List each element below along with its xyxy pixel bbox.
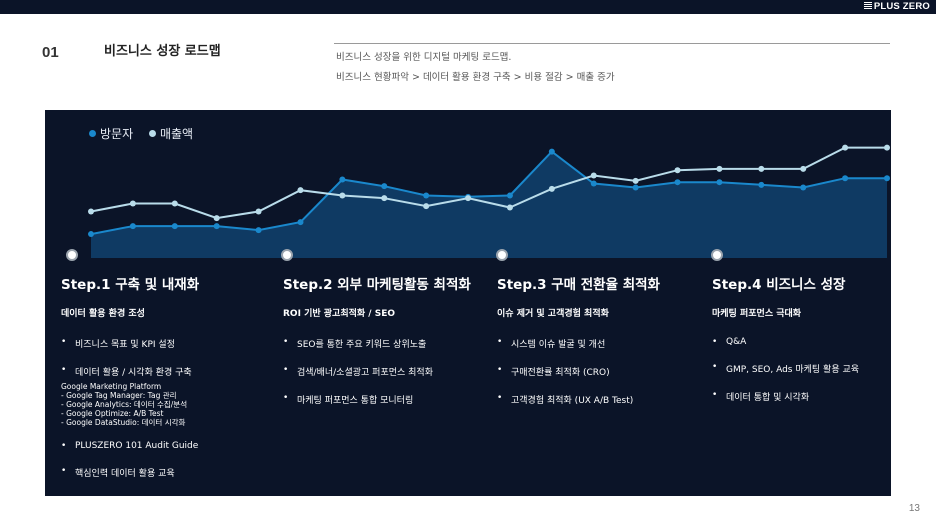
step-2: Step.2 외부 마케팅활동 최적화 ROI 기반 광고최적화 / SEO S… xyxy=(283,273,493,421)
legend-sales: 매출액 xyxy=(148,127,193,141)
visitors-point xyxy=(548,148,555,155)
step-marker xyxy=(281,249,293,261)
detail-line: - Google DataStudio: 데이터 시각화 xyxy=(61,418,186,427)
visitors-series-line xyxy=(90,150,887,236)
detail-line: Google Marketing Platform xyxy=(61,382,162,391)
visitors-point xyxy=(590,180,597,187)
list-item: GMP, SEO, Ads 마케팅 활용 교육 xyxy=(712,362,922,375)
list-item: 고객경험 최적화 (UX A/B Test) xyxy=(497,393,707,406)
step-title: Step.4 비즈니스 성장 xyxy=(712,277,846,293)
detail-line: - Google Analytics: 데이터 수집/분석 xyxy=(61,400,188,409)
step-marker xyxy=(66,249,78,261)
sales-dot-icon xyxy=(148,130,156,137)
sales-point xyxy=(632,177,639,184)
sales-point xyxy=(423,203,430,210)
list-item: 시스템 이슈 발굴 및 개선 xyxy=(497,337,707,350)
sales-point xyxy=(716,165,723,172)
sales-point xyxy=(129,200,136,207)
page-number: 13 xyxy=(908,503,920,514)
visitors-point xyxy=(88,231,94,238)
visitors-area xyxy=(91,151,887,258)
step-items: 비즈니스 목표 및 KPI 설정 데이터 활용 / 시각화 환경 구축 Goog… xyxy=(61,337,271,479)
list-item: 핵심인력 데이터 활용 교육 xyxy=(61,466,271,479)
sales-point xyxy=(339,192,346,199)
sales-point xyxy=(758,165,765,172)
step-title: Step.1 구축 및 내재화 xyxy=(61,277,200,293)
sales-point xyxy=(88,208,94,215)
step-items: 시스템 이슈 발굴 및 개선 구매전환률 최적화 (CRO) 고객경험 최적화 … xyxy=(497,337,707,406)
visitors-point xyxy=(213,223,220,230)
roadmap-panel: 방문자 매출액 Step.1 구축 및 내재화 데이터 활용 환경 조성 비즈니… xyxy=(45,110,891,496)
list-item-detail: Google Marketing Platform - Google Tag M… xyxy=(61,382,271,427)
roadmap-flow: 비즈니스 현황파악 > 데이터 활용 환경 구축 > 비용 절감 > 매출 증가 xyxy=(336,72,615,83)
list-item: PLUSZERO 101 Audit Guide xyxy=(61,441,271,451)
visitors-point xyxy=(884,175,890,182)
list-item: 데이터 통합 및 시각화 xyxy=(712,390,922,403)
legend-visitors: 방문자 xyxy=(89,127,133,141)
list-item: 데이터 활용 / 시각화 환경 구축 xyxy=(61,365,271,378)
visitors-point xyxy=(423,192,430,199)
visitors-point xyxy=(171,223,178,230)
step-title: Step.2 외부 마케팅활동 최적화 xyxy=(283,277,471,293)
visitors-point xyxy=(800,184,807,191)
list-item: 구매전환률 최적화 (CRO) xyxy=(497,365,707,378)
sales-point xyxy=(297,187,304,194)
visitors-point xyxy=(506,192,513,199)
list-item: SEO를 통한 주요 키워드 상위노출 xyxy=(283,337,493,350)
logo-mark-icon xyxy=(863,2,872,10)
chart-legend: 방문자 매출액 xyxy=(89,125,205,142)
visitors-point xyxy=(381,183,388,190)
visitors-point xyxy=(297,219,304,226)
visitors-point xyxy=(842,175,849,182)
sales-point xyxy=(800,165,807,172)
visitors-point xyxy=(674,179,681,186)
step-subtitle: 이슈 제거 및 고객경험 최적화 xyxy=(497,309,609,319)
section-title: 비즈니스 성장 로드맵 xyxy=(104,44,221,59)
sales-series-line xyxy=(90,146,887,220)
step-marker xyxy=(496,249,508,261)
visitors-point xyxy=(255,227,262,234)
section-number: 01 xyxy=(42,44,59,61)
sales-point xyxy=(590,172,597,179)
visitors-dot-icon xyxy=(89,130,96,137)
list-item: 마케팅 퍼포먼스 통합 모니터링 xyxy=(283,393,493,406)
list-item: 검색/배너/소셜광고 퍼포먼스 최적화 xyxy=(283,365,493,378)
section-description: 비즈니스 성장을 위한 디지털 마케팅 로드맵. xyxy=(336,52,512,63)
top-bar: PLUS ZERO xyxy=(0,0,936,14)
visitors-point xyxy=(758,181,765,188)
step-1: Step.1 구축 및 내재화 데이터 활용 환경 조성 비즈니스 목표 및 K… xyxy=(61,273,271,494)
sales-point xyxy=(171,200,178,207)
step-subtitle: 마케팅 퍼포먼스 극대화 xyxy=(712,309,802,319)
list-item: Q&A xyxy=(712,337,922,347)
visitors-point xyxy=(632,184,639,191)
divider xyxy=(334,43,890,44)
sales-point xyxy=(465,195,472,202)
visitors-point xyxy=(339,176,346,183)
detail-line: - Google Tag Manager: Tag 관리 xyxy=(61,391,177,400)
sales-point xyxy=(381,195,388,202)
step-marker xyxy=(711,249,723,261)
step-items: SEO를 통한 주요 키워드 상위노출 검색/배너/소셜광고 퍼포먼스 최적화 … xyxy=(283,337,493,406)
sales-point xyxy=(884,144,890,151)
sales-point xyxy=(255,208,262,215)
growth-line-chart xyxy=(66,144,890,261)
step-subtitle: 데이터 활용 환경 조성 xyxy=(61,309,145,319)
step-items: Q&A GMP, SEO, Ads 마케팅 활용 교육 데이터 통합 및 시각화 xyxy=(712,337,922,403)
step-4: Step.4 비즈니스 성장 마케팅 퍼포먼스 극대화 Q&A GMP, SEO… xyxy=(712,273,922,418)
detail-line: - Google Optimize: A/B Test xyxy=(61,409,164,418)
list-item: 비즈니스 목표 및 KPI 설정 xyxy=(61,337,271,350)
sales-point xyxy=(506,204,513,211)
step-subtitle: ROI 기반 광고최적화 / SEO xyxy=(283,309,395,319)
visitors-point xyxy=(129,223,136,230)
brand-logo: PLUS ZERO xyxy=(863,1,930,12)
sales-point xyxy=(548,185,555,192)
sales-point xyxy=(842,144,849,151)
sales-point xyxy=(674,167,681,174)
visitors-point xyxy=(716,179,723,186)
sales-point xyxy=(213,215,220,222)
step-3: Step.3 구매 전환율 최적화 이슈 제거 및 고객경험 최적화 시스템 이… xyxy=(497,273,707,421)
brand-text: PLUS ZERO xyxy=(873,1,930,12)
step-title: Step.3 구매 전환율 최적화 xyxy=(497,277,660,293)
